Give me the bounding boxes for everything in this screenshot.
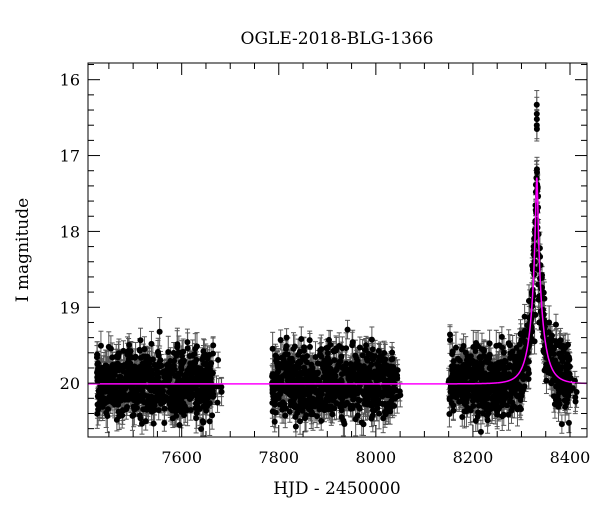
- chart-title: OGLE-2018-BLG-1366: [241, 29, 434, 49]
- plot-area: [88, 90, 587, 437]
- data-layer: [88, 90, 587, 437]
